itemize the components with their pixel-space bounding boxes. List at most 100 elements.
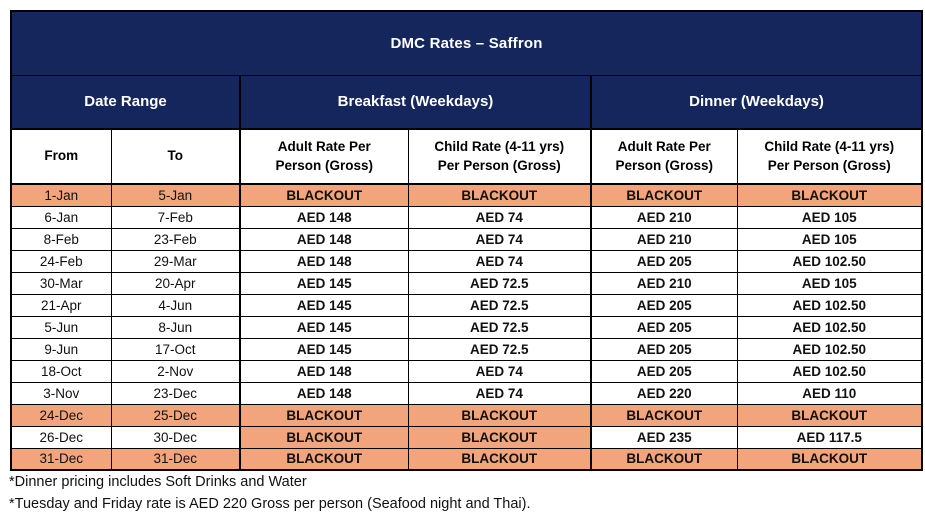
rate-cell: BLACKOUT [590,447,738,471]
table-row: 31-Dec 31-Dec BLACKOUT BLACKOUT BLACKOUT BLAC… [10,447,923,471]
rate-cell: AED 210 [590,271,738,295]
table-row: 24-Feb 29-Mar AED 148 AED 74 AED 205 AED 102.… [10,249,923,273]
date-cell: 1-Jan [10,183,112,207]
date-cell: 5-Jan [110,183,241,207]
rate-cell: AED 74 [407,381,592,405]
rate-cell: BLACKOUT [407,183,592,207]
table-row: 9-Jun 17-Oct AED 145 AED 72.5 AED 205 AED 102… [10,337,923,361]
rate-cell: AED 220 [590,381,738,405]
rate-cell: AED 105 [736,227,923,251]
rate-cell: AED 102.50 [736,249,923,273]
footnotes: *Dinner pricing includes Soft Drinks and… [9,471,530,515]
rate-cell: AED 74 [407,205,592,229]
rate-cell: AED 205 [590,359,738,383]
column-header-line: Child Rate (4-11 yrs) [764,139,895,155]
footnote: *Tuesday and Friday rate is AED 220 Gros… [9,496,531,512]
table-row: 5-Jun 8-Jun AED 145 AED 72.5 AED 205 AED 102.… [10,315,923,339]
rate-cell: BLACKOUT [590,183,738,207]
group-header-breakfast-weekdays: Breakfast (Weekdays) [239,74,592,130]
rate-cell: AED 110 [736,381,923,405]
column-header-line: Per Person (Gross) [437,157,561,173]
date-cell: 7-Feb [110,205,241,229]
rate-cell: BLACKOUT [736,447,923,471]
column-header-line: Adult Rate Per [277,139,371,155]
column-header-line: To [167,148,184,164]
rate-cell: AED 74 [407,249,592,273]
table-title: DMC Rates – Saffron [10,10,923,76]
rate-cell: AED 72.5 [407,315,592,339]
date-cell: 31-Dec [10,447,112,471]
rate-cell: AED 148 [239,359,409,383]
rate-cell: BLACKOUT [407,425,592,449]
rate-cell: AED 145 [239,337,409,361]
date-cell: 8-Feb [10,227,112,251]
date-cell: 30-Mar [10,271,112,295]
rate-cell: AED 72.5 [407,271,592,295]
rate-cell: AED 72.5 [407,337,592,361]
rate-cell: AED 235 [590,425,738,449]
rate-cell: AED 145 [239,293,409,317]
rate-cell: AED 210 [590,227,738,251]
table-row: 3-Nov 23-Dec AED 148 AED 74 AED 220 AED 110 [10,381,923,405]
date-cell: 25-Dec [110,403,241,427]
date-cell: 23-Feb [110,227,241,251]
date-cell: 6-Jan [10,205,112,229]
column-header: To [110,128,241,185]
rate-cell: AED 102.50 [736,315,923,339]
column-header: From [10,128,112,185]
rate-cell: AED 102.50 [736,293,923,317]
dmc-rates-table: DMC Rates – Saffron Date Range Breakfast… [10,10,924,471]
rate-cell: BLACKOUT [407,447,592,471]
date-cell: 26-Dec [10,425,112,449]
date-cell: 2-Nov [110,359,241,383]
rate-cell: BLACKOUT [239,425,409,449]
rate-cell: AED 74 [407,359,592,383]
date-cell: 4-Jun [110,293,241,317]
column-header: Child Rate (4-11 yrs) Per Person (Gross) [736,128,923,185]
rate-cell: AED 210 [590,205,738,229]
column-header: Adult Rate Per Person (Gross) [590,128,738,185]
date-cell: 24-Dec [10,403,112,427]
rate-cell: BLACKOUT [239,447,409,471]
footnote: *Dinner pricing includes Soft Drinks and… [9,474,307,490]
column-header: Child Rate (4-11 yrs) Per Person (Gross) [407,128,592,185]
rate-cell: AED 205 [590,315,738,339]
rate-cell: AED 102.50 [736,337,923,361]
date-cell: 29-Mar [110,249,241,273]
rate-cell: BLACKOUT [239,183,409,207]
table-row: 8-Feb 23-Feb AED 148 AED 74 AED 210 AED 105 [10,227,923,251]
column-header-line: Adult Rate Per [617,139,711,155]
rate-cell: BLACKOUT [407,403,592,427]
rate-cell: AED 205 [590,293,738,317]
date-cell: 20-Apr [110,271,241,295]
column-header-line: Per Person (Gross) [767,157,891,173]
date-cell: 8-Jun [110,315,241,339]
title-row: DMC Rates – Saffron [10,10,923,76]
rate-cell: AED 205 [590,337,738,361]
rate-cell: AED 105 [736,271,923,295]
group-header-row: Date Range Breakfast (Weekdays) Dinner (… [10,74,923,130]
rate-cell: AED 148 [239,381,409,405]
table-row: 21-Apr 4-Jun AED 145 AED 72.5 AED 205 AED 102… [10,293,923,317]
column-header-line: Person (Gross) [275,157,374,173]
group-header-date-range: Date Range [10,74,241,130]
table-row: 6-Jan 7-Feb AED 148 AED 74 AED 210 AED 105 [10,205,923,229]
rate-cell: AED 72.5 [407,293,592,317]
column-header-line: Child Rate (4-11 yrs) [434,139,565,155]
date-cell: 31-Dec [110,447,241,471]
date-cell: 18-Oct [10,359,112,383]
rate-cell: BLACKOUT [590,403,738,427]
rate-cell: AED 102.50 [736,359,923,383]
table-row: 18-Oct 2-Nov AED 148 AED 74 AED 205 AED 102.5… [10,359,923,383]
rate-cell: BLACKOUT [736,183,923,207]
date-cell: 9-Jun [10,337,112,361]
rate-cell: AED 148 [239,249,409,273]
column-header: Adult Rate Per Person (Gross) [239,128,409,185]
rate-cell: AED 74 [407,227,592,251]
rate-cell: AED 105 [736,205,923,229]
table-row: 24-Dec 25-Dec BLACKOUT BLACKOUT BLACKOUT BLAC… [10,403,923,427]
column-header-line: Person (Gross) [615,157,714,173]
rate-cell: AED 148 [239,227,409,251]
column-header-line: From [44,148,79,164]
